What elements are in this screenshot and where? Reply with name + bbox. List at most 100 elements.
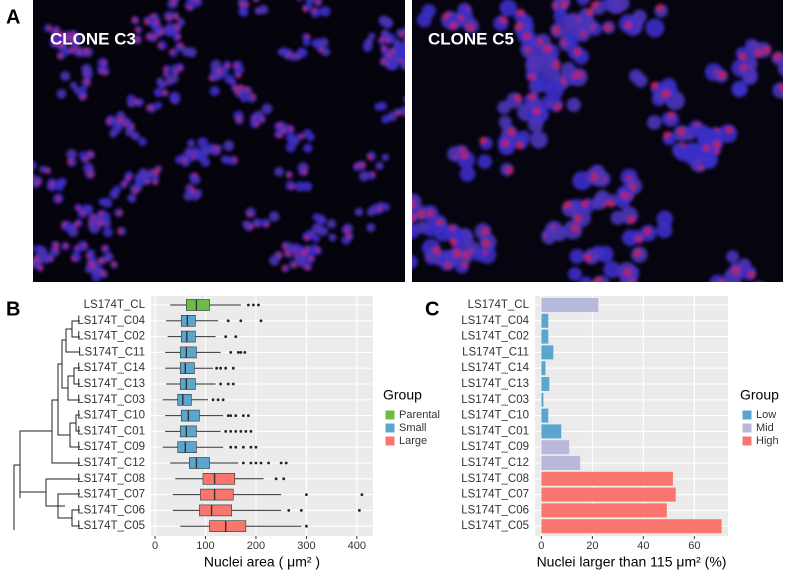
cell-stain [347, 234, 351, 238]
outlier [285, 462, 288, 465]
cell-stain [180, 43, 184, 47]
cell-stain [345, 229, 349, 233]
cell-stain [628, 216, 635, 223]
cell [694, 124, 710, 140]
cell-stain [81, 95, 85, 99]
cell [22, 162, 31, 171]
cell [382, 154, 389, 161]
cell [274, 167, 284, 177]
cell [387, 112, 397, 122]
box [180, 379, 195, 390]
outlier [243, 351, 246, 354]
cell-stain [317, 1, 321, 5]
cell-stain [265, 223, 269, 227]
cell-stain [607, 200, 614, 207]
cell [568, 267, 582, 281]
cell-stain [34, 257, 38, 261]
cell-stain [636, 236, 643, 243]
legend-swatch [742, 423, 752, 433]
cell-stain [367, 156, 371, 160]
outlier [358, 509, 361, 512]
y-tick-label: LS174T_C09 [461, 441, 529, 453]
cell [632, 10, 646, 24]
cell [253, 218, 261, 226]
cell [150, 19, 161, 30]
y-tick-label: LS174T_C08 [77, 473, 145, 485]
bar [541, 503, 666, 517]
cell-stain [277, 123, 281, 127]
cell-stain [252, 94, 256, 98]
outlier [224, 430, 227, 433]
cell [138, 168, 149, 179]
cell [138, 137, 147, 146]
bar [541, 519, 721, 533]
cell-stain [408, 215, 415, 222]
y-tick-label: LS174T_C03 [461, 394, 529, 406]
cell [647, 115, 662, 130]
cell-stain [84, 49, 88, 53]
cell-stain [249, 225, 253, 229]
outlier [255, 462, 258, 465]
cell-stain [81, 211, 85, 215]
cell-stain [433, 247, 440, 254]
outlier [232, 367, 235, 370]
cell [313, 235, 321, 243]
cell-stain [668, 112, 675, 119]
cell [726, 250, 739, 263]
outlier [361, 493, 364, 496]
legend-swatch [385, 410, 395, 420]
cell [269, 211, 279, 221]
cell [378, 102, 387, 111]
cell-stain [450, 22, 457, 29]
cell-stain [663, 131, 670, 138]
outlier [224, 367, 227, 370]
cell-stain [312, 9, 316, 13]
legend-title: Group [383, 387, 422, 403]
cell [94, 216, 104, 226]
cell-stain [234, 63, 238, 67]
y-tick-label: LS174T_C12 [461, 457, 529, 469]
legend-swatch [385, 436, 395, 446]
cell [312, 213, 319, 220]
cell-stain [217, 69, 221, 73]
cell [24, 248, 32, 256]
outlier [242, 462, 245, 465]
cell [732, 83, 746, 97]
cell [262, 104, 273, 115]
cell-stain [591, 1, 598, 8]
y-tick-label: LS174T_C01 [77, 425, 145, 437]
cell-stain [240, 2, 244, 6]
legend-label: Mid [756, 422, 774, 434]
cell [112, 186, 120, 194]
y-tick-label: LS174T_C11 [78, 346, 145, 358]
cell [285, 180, 295, 190]
cell-stain [604, 24, 611, 31]
cell-stain [112, 261, 116, 265]
cell [747, 41, 764, 58]
cell [197, 137, 208, 148]
cell-stain [91, 263, 95, 267]
cell-stain [755, 49, 762, 56]
outlier [219, 367, 222, 370]
cell [170, 92, 180, 102]
cell-stain [103, 246, 107, 250]
y-tick-label: LS174T_C11 [462, 346, 529, 358]
cell-stain [763, 46, 770, 53]
cell-stain [85, 79, 89, 83]
outlier [234, 446, 237, 449]
cell-stain [516, 142, 523, 149]
cell [109, 129, 117, 137]
outlier [250, 430, 253, 433]
cell-stain [289, 127, 293, 131]
cell-stain [386, 38, 390, 42]
cell [296, 246, 306, 256]
y-tick-label: LS174T_C04 [461, 315, 529, 327]
cell [472, 248, 485, 261]
cell [83, 47, 93, 57]
y-tick-label: LS174T_C14 [77, 362, 145, 374]
cell [562, 200, 579, 217]
cell-stain [159, 30, 163, 34]
cell [417, 12, 432, 27]
cell [127, 94, 137, 104]
bar [541, 377, 549, 391]
